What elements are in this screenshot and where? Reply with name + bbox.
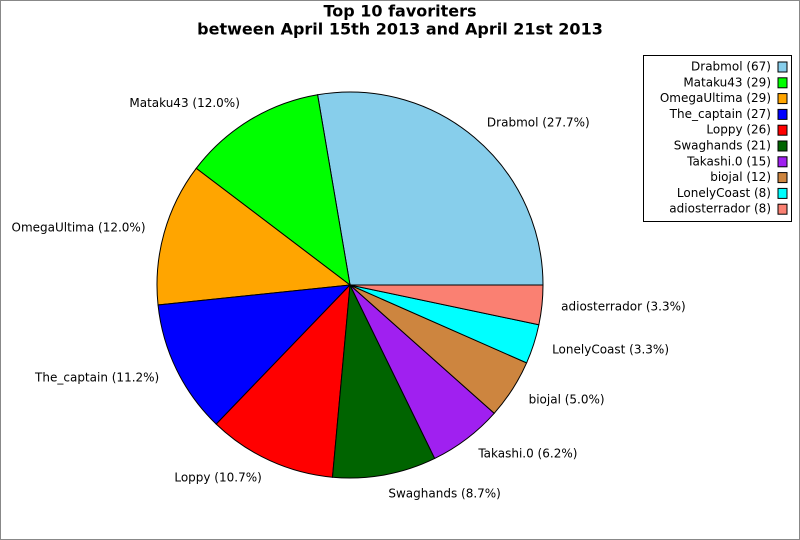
legend-label: Mataku43 (29): [683, 75, 771, 89]
slice-label: Drabmol (27.7%): [487, 115, 590, 129]
legend-swatch: [777, 61, 788, 73]
legend-label: Swaghands (21): [674, 139, 771, 153]
pie-slice: [331, 283, 436, 479]
legend-label: Loppy (26): [706, 123, 771, 137]
legend-label: biojal (12): [710, 170, 771, 184]
slice-label: Loppy (10.7%): [174, 471, 261, 485]
slice-label: Mataku43 (12.0%): [129, 96, 240, 110]
pie-slice: [156, 167, 352, 306]
pie-slice: [195, 94, 351, 287]
slice-label: OmegaUltima (12.0%): [12, 220, 146, 234]
legend-swatch: [777, 93, 788, 105]
legend-swatch: [777, 156, 788, 168]
slice-label: biojal (5.0%): [529, 392, 605, 406]
legend-label: The_captain (27): [669, 107, 771, 121]
legend-label: adiosterrador (8): [669, 202, 771, 216]
pie-slice: [157, 284, 352, 425]
slice-label: adiosterrador (3.3%): [561, 300, 686, 314]
legend-label: Drabmol (67): [691, 60, 771, 74]
pie-slice: [215, 283, 351, 478]
legend-swatch: [777, 108, 788, 120]
legend-label: OmegaUltima (29): [660, 91, 771, 105]
legend-swatch: [777, 140, 788, 152]
legend-box: [643, 55, 792, 222]
legend-swatch: [777, 203, 788, 215]
legend-swatch: [777, 172, 788, 184]
legend-swatch: [777, 187, 788, 199]
slice-label: Takashi.0 (6.2%): [477, 447, 577, 461]
slice-label: LonelyCoast (3.3%): [552, 343, 669, 357]
pie-slice: [317, 91, 544, 286]
legend-swatch: [777, 124, 788, 136]
legend-swatch: [777, 77, 788, 89]
chart-subtitle: between April 15th 2013 and April 21st 2…: [197, 20, 603, 39]
legend-label: Takashi.0 (15): [686, 154, 771, 168]
legend-label: LonelyCoast (8): [677, 186, 771, 200]
slice-label: The_captain (11.2%): [34, 371, 159, 385]
chart-title: Top 10 favoriters: [323, 2, 476, 21]
slice-label: Swaghands (8.7%): [388, 486, 501, 500]
pie-slice: [349, 284, 544, 326]
